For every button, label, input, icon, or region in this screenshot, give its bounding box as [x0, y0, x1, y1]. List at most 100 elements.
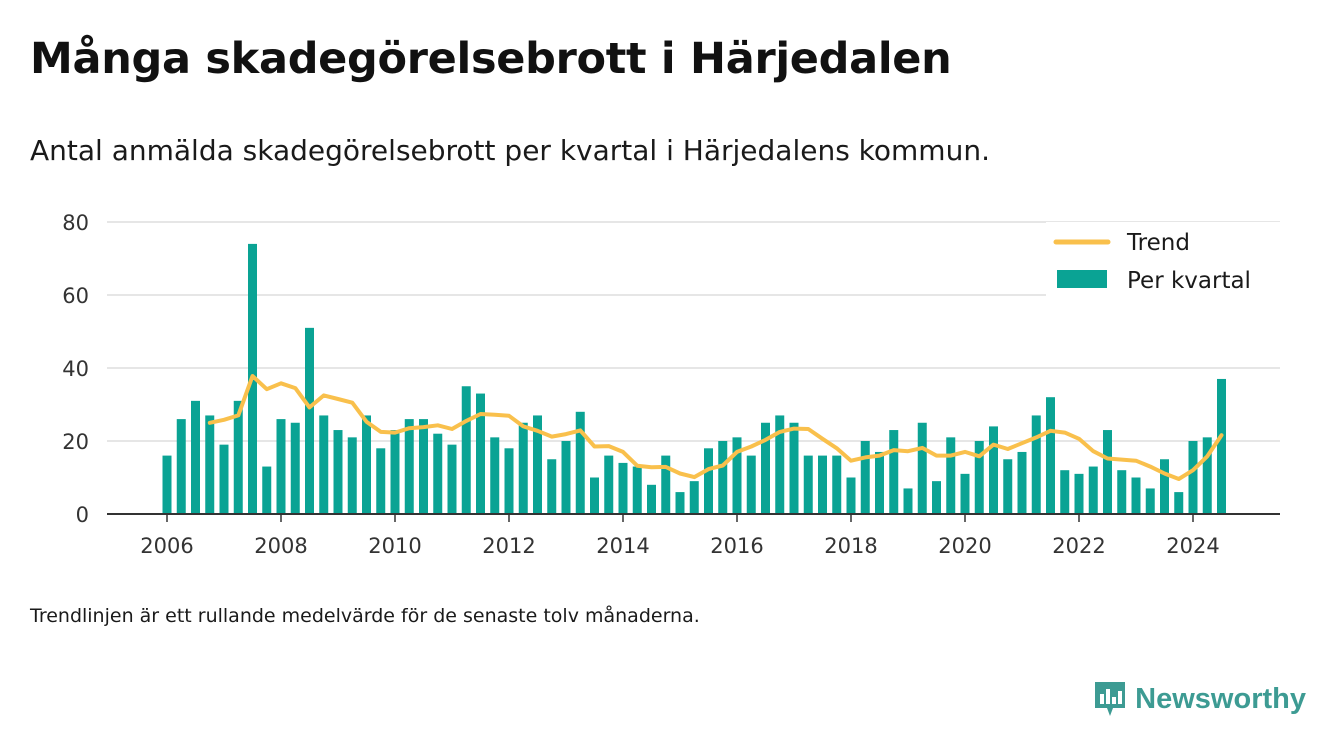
bar	[1217, 378, 1226, 514]
bar	[960, 473, 970, 514]
bar	[1117, 470, 1127, 514]
x-tick-label: 2022	[1052, 534, 1105, 558]
bar	[404, 419, 414, 514]
bar	[718, 441, 728, 514]
bar	[561, 441, 571, 514]
bar	[447, 444, 457, 514]
bar	[1074, 473, 1084, 514]
x-axis-labels: 2006 2008 2010 2012 2014 2016 2018 2020 2022 2024	[140, 534, 1219, 558]
bar	[490, 437, 500, 514]
bar	[504, 448, 514, 514]
bar	[789, 422, 799, 514]
bar	[704, 448, 713, 514]
y-tick-label: 0	[76, 503, 89, 527]
bar	[689, 481, 699, 514]
legend-bar-swatch	[1057, 270, 1107, 288]
bar	[846, 477, 856, 514]
x-tick-label: 2006	[140, 534, 193, 558]
chart-subtitle: Antal anmälda skadegörelsebrott per kvar…	[30, 134, 990, 167]
bar	[205, 415, 215, 514]
bar	[818, 455, 827, 514]
brand-logo[interactable]: Newsworthy	[1093, 680, 1306, 718]
bar	[362, 415, 371, 514]
bar	[176, 419, 186, 514]
bar	[1188, 441, 1198, 514]
bar	[746, 455, 756, 514]
bar	[333, 430, 343, 514]
bar	[618, 462, 628, 514]
y-tick-label: 80	[62, 211, 89, 235]
bar	[1046, 397, 1055, 514]
bar	[803, 455, 813, 514]
chart-title: Många skadegörelsebrott i Härjedalen	[30, 34, 952, 84]
footnote: Trendlinjen är ett rullande medelvärde f…	[30, 605, 700, 627]
legend: Trend Per kvartal	[1046, 222, 1280, 296]
bar	[860, 441, 870, 514]
bar	[1174, 492, 1184, 514]
bar	[917, 422, 927, 514]
bars-per-kvartal	[162, 243, 1226, 514]
bar-line-chart: 0 20 40 60 80 2006 2008 2010 2012 2014 2016 2018 20…	[62, 211, 1280, 558]
bar	[419, 419, 428, 514]
bar	[647, 484, 656, 514]
x-tick-label: 2008	[254, 534, 307, 558]
trend-line	[207, 374, 1224, 481]
bar	[675, 492, 685, 514]
bar	[732, 437, 742, 514]
bar	[162, 455, 172, 514]
bar	[290, 422, 300, 514]
bar	[547, 459, 557, 514]
y-tick-label: 60	[62, 284, 89, 308]
bar	[219, 444, 229, 514]
x-tick-label: 2020	[938, 534, 991, 558]
bar	[1088, 466, 1098, 514]
bar	[276, 419, 286, 514]
brand-name: Newsworthy	[1135, 682, 1306, 715]
y-tick-label: 40	[62, 357, 89, 381]
x-tick-label: 2016	[710, 534, 763, 558]
bar	[1103, 430, 1112, 514]
bar	[347, 437, 357, 514]
bar	[518, 422, 528, 514]
bar	[761, 422, 770, 514]
bar	[590, 477, 599, 514]
bar	[476, 393, 485, 514]
bar	[1160, 459, 1169, 514]
bar	[875, 451, 884, 514]
x-axis	[107, 513, 1280, 522]
bar	[433, 433, 443, 514]
bar	[575, 411, 585, 514]
bar	[1131, 477, 1141, 514]
x-tick-label: 2010	[368, 534, 421, 558]
bar	[1017, 451, 1027, 514]
bar	[903, 488, 913, 514]
bar	[319, 415, 329, 514]
bar	[932, 481, 941, 514]
bar	[632, 466, 642, 514]
bar	[1145, 488, 1155, 514]
bar	[604, 455, 614, 514]
bar	[461, 386, 471, 514]
y-axis-labels: 0 20 40 60 80	[62, 211, 89, 527]
x-tick-label: 2014	[596, 534, 649, 558]
x-tick-label: 2012	[482, 534, 535, 558]
legend-bar-label: Per kvartal	[1127, 268, 1251, 294]
bar	[1060, 470, 1070, 514]
bar	[989, 426, 998, 514]
bar	[889, 430, 899, 514]
bar	[661, 455, 671, 514]
y-tick-label: 20	[62, 430, 89, 454]
bar	[390, 430, 400, 514]
legend-trend-label: Trend	[1126, 230, 1190, 256]
bar	[1031, 415, 1041, 514]
bar	[775, 415, 785, 514]
bar	[832, 455, 842, 514]
x-tick-label: 2018	[824, 534, 877, 558]
bar	[1003, 459, 1013, 514]
bar	[305, 327, 314, 514]
bar	[533, 415, 542, 514]
bar	[1202, 437, 1212, 514]
bar-chart-speech-bubble-icon	[1095, 682, 1126, 716]
bar	[974, 441, 984, 514]
bar	[233, 400, 243, 514]
